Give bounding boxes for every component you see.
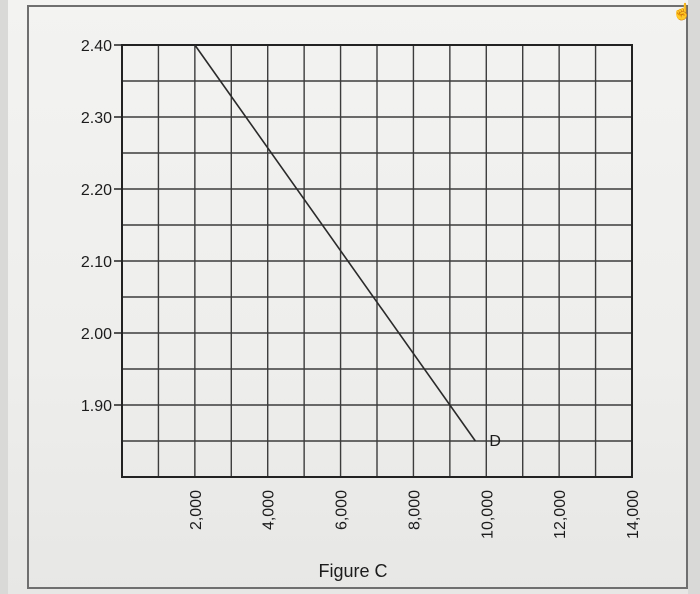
x-tick-label: 12,000 xyxy=(552,490,569,539)
series-lines: D xyxy=(194,44,501,450)
y-tick-label: 2.30 xyxy=(81,110,112,127)
x-tick-label: 4,000 xyxy=(261,490,278,530)
y-tick-label: 2.40 xyxy=(81,38,112,55)
x-tick-label: 8,000 xyxy=(406,490,423,530)
x-tick-label: 14,000 xyxy=(625,490,642,539)
figure-frame xyxy=(27,5,688,589)
series-line xyxy=(194,44,477,442)
y-tick-label: 2.10 xyxy=(81,254,112,271)
x-tick-labels: 2,000 4,000 6,000 8,000 10,000 12,000 14,000 xyxy=(188,490,642,539)
series-end-label: D xyxy=(489,433,501,450)
y-tick-label: 2.20 xyxy=(81,182,112,199)
grid-lines xyxy=(121,44,633,478)
y-tick-label: 2.00 xyxy=(81,326,112,343)
x-tick-label: 10,000 xyxy=(479,490,496,539)
cursor-icon: ☝ xyxy=(672,4,692,21)
y-tick-labels: 2.40 2.30 2.20 2.10 2.00 1.90 xyxy=(81,38,122,415)
x-tick-label: 2,000 xyxy=(188,490,205,530)
x-tick-label: 6,000 xyxy=(334,490,351,530)
y-tick-label: 1.90 xyxy=(81,398,112,415)
figure-caption: Figure C xyxy=(318,561,387,581)
